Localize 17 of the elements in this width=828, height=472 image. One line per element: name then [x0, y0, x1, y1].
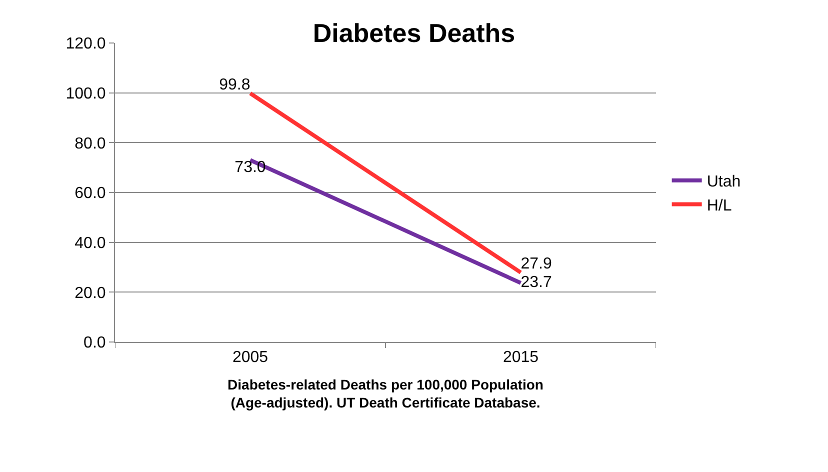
x-tick-label: 2005 [232, 349, 268, 366]
y-tick-label: 80.0 [74, 135, 106, 152]
y-tick-label: 60.0 [74, 185, 106, 202]
y-tick-label: 0.0 [84, 334, 106, 352]
data-label: 23.7 [520, 274, 552, 291]
chart-title: Diabetes Deaths [312, 18, 516, 48]
y-tick-label: 120.0 [66, 36, 106, 53]
x-axis-title: Diabetes-related Deaths per 100,000 Population (Age-adjusted). UT Death Certificate Database. [228, 376, 544, 411]
legend-label: H/L [706, 197, 732, 214]
data-label: 73.0 [234, 159, 266, 176]
data-label: 99.8 [219, 76, 250, 94]
data-label: 27.9 [520, 255, 552, 272]
y-tick-label: 20.0 [74, 284, 106, 302]
legend-label: Utah [706, 174, 741, 191]
y-tick-label: 100.0 [66, 85, 106, 102]
y-tick-label: 40.0 [74, 234, 106, 252]
x-tick-label: 2015 [502, 349, 539, 366]
